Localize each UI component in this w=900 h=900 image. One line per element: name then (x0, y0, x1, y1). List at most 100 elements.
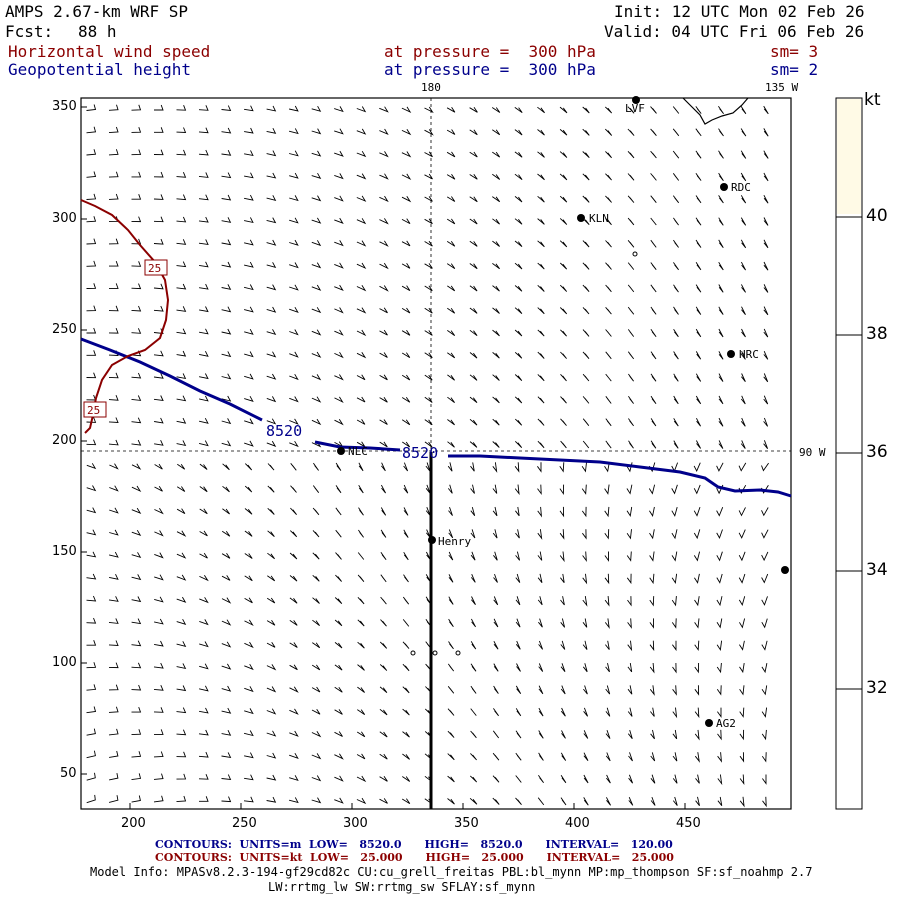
wind-barb (86, 485, 97, 492)
wind-barb (604, 529, 610, 540)
wind-barb (763, 395, 769, 405)
wind-barb (514, 462, 520, 473)
wind-barb (289, 752, 299, 760)
wind-barb (244, 774, 254, 781)
wind-barb (672, 173, 680, 181)
wind-barb (266, 396, 277, 403)
wind-barb (199, 619, 209, 626)
wind-barb (469, 396, 478, 404)
wind-barb (403, 574, 409, 583)
wind-barb (626, 551, 632, 562)
field-height-smooth: sm= 2 (770, 60, 819, 79)
wind-barb (537, 284, 545, 292)
wind-barb (469, 151, 478, 158)
station-nlc-marker (337, 447, 345, 455)
wind-barb (244, 463, 253, 471)
wind-barb (605, 440, 612, 449)
wind-barb (199, 552, 208, 559)
wind-barb (718, 106, 724, 114)
wind-barb (716, 462, 724, 472)
wind-barb (605, 284, 612, 293)
wind-barb (717, 774, 723, 786)
wind-barb (86, 193, 97, 200)
wind-barb (761, 685, 768, 696)
wind-barb (244, 708, 254, 715)
wind-barb (694, 618, 700, 629)
wind-barb (537, 240, 545, 248)
wind-barb (198, 216, 209, 223)
wind-barb (402, 641, 410, 649)
wind-barb (538, 640, 544, 650)
wind-barb (221, 597, 232, 604)
wind-barb (650, 239, 657, 248)
wind-barb (199, 350, 209, 357)
wind-barb (763, 172, 769, 182)
wind-barb (356, 419, 366, 425)
wind-barb (176, 641, 187, 647)
wind-barb (763, 328, 769, 338)
wind-barb (515, 529, 520, 539)
wind-barb (694, 596, 700, 607)
wind-barb (650, 195, 657, 203)
wind-barb (176, 574, 187, 581)
wind-barb (356, 329, 367, 337)
wind-barb (424, 263, 433, 269)
wind-barb (311, 418, 322, 426)
wind-barb (604, 128, 613, 136)
wind-barb (379, 307, 388, 314)
wind-barb (401, 397, 411, 403)
wind-barb (514, 329, 523, 337)
wind-barb (583, 730, 589, 739)
wind-barb (221, 418, 232, 425)
calm-marker (410, 650, 416, 656)
wind-barb (582, 396, 590, 404)
wind-barb (470, 529, 476, 539)
field-wind-pressure: at pressure = 300 hPa (384, 42, 596, 61)
wind-barb (131, 238, 142, 245)
wind-barb (379, 329, 388, 336)
wind-barb (108, 596, 119, 602)
x-tick-label: 400 (565, 816, 590, 831)
wind-barb (672, 685, 677, 696)
station-rdc-label: RDC (731, 181, 751, 194)
wind-barb (626, 573, 632, 585)
y-tick-label: 300 (52, 211, 77, 226)
wind-barb (266, 730, 277, 737)
wind-barb (650, 418, 657, 427)
wind-barb (717, 796, 723, 806)
wind-barb (469, 797, 478, 805)
wind-barb (199, 283, 209, 290)
station-rdc-marker (720, 183, 728, 191)
wind-barb (381, 484, 386, 494)
wind-barb (718, 440, 724, 449)
wind-barb (650, 707, 655, 717)
wind-barb (582, 351, 590, 359)
wind-barb (311, 195, 322, 202)
wind-barb (131, 706, 142, 713)
wind-barb (108, 104, 119, 111)
wind-barb (447, 285, 456, 292)
wind-barb (628, 774, 634, 784)
wind-barb (469, 240, 478, 247)
wind-barb (492, 529, 498, 539)
wind-barb (198, 239, 209, 245)
wind-barb (86, 305, 97, 312)
wind-barb (379, 240, 389, 247)
wind-barb (176, 395, 187, 402)
wind-barb (559, 551, 565, 563)
wind-barb (582, 195, 590, 203)
wind-barb (537, 462, 542, 473)
wind-barb (335, 462, 342, 471)
wind-barb (492, 218, 500, 225)
colorbar-fill (837, 99, 861, 214)
wind-barb (379, 686, 388, 694)
wind-barb (198, 172, 209, 178)
wind-barb (538, 685, 544, 695)
wind-barb (311, 351, 322, 358)
wind-barb (198, 440, 209, 447)
wind-barb (108, 126, 119, 134)
wind-barb (198, 751, 209, 758)
wind-barb (492, 129, 501, 136)
wind-barb (741, 328, 746, 338)
wind-barb (334, 150, 344, 157)
